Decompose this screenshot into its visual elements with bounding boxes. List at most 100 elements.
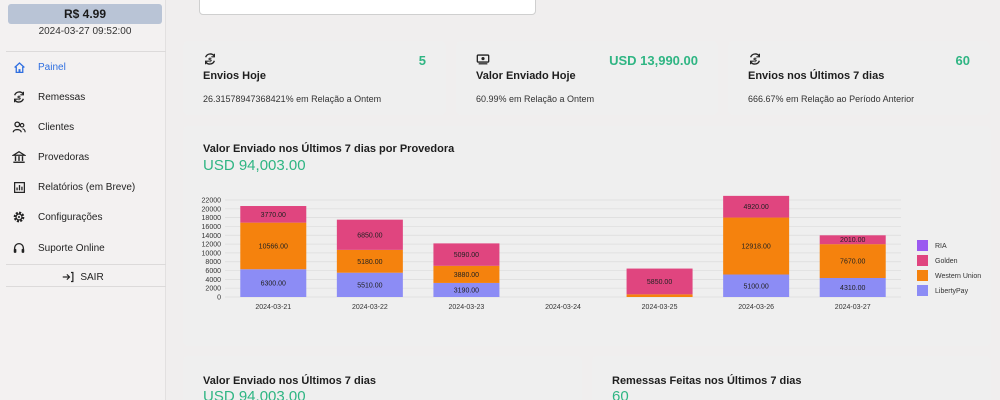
gear-icon <box>11 209 27 225</box>
stat-subtext: 26.31578947368421% em Relação a Ontem <box>203 94 382 104</box>
sidebar-divider <box>6 286 166 287</box>
home-icon <box>11 59 27 75</box>
sidebar-divider <box>6 264 166 265</box>
dollar-exchange-icon: $ <box>748 52 762 66</box>
data-label: 12918.00 <box>742 244 771 251</box>
sidebar-item-painel[interactable]: Painel <box>0 54 166 80</box>
bar-segment <box>336 219 403 250</box>
legend-swatch <box>917 270 928 281</box>
bar-segment <box>723 195 790 218</box>
bar-segment <box>819 277 886 297</box>
y-tick-label: 6000 <box>205 268 221 275</box>
bar-segment <box>336 249 403 273</box>
sidebar-item-relatorios[interactable]: Relatórios (em Breve) <box>0 174 166 200</box>
x-tick-label: 2024-03-22 <box>352 304 388 311</box>
svg-text:$: $ <box>753 57 757 64</box>
data-label: 3190.00 <box>454 287 479 294</box>
rate-timestamp: 2024-03-27 09:52:00 <box>38 26 132 37</box>
sidebar-item-label: Relatórios (em Breve) <box>38 181 136 193</box>
sidebar-item-label: Remessas <box>38 91 86 103</box>
stat-subtext: 666.67% em Relação ao Período Anterior <box>748 94 915 104</box>
y-tick-label: 12000 <box>202 242 222 249</box>
bar-segment <box>819 244 886 278</box>
bottom-card-valor-enviado: Valor Enviado nos Últimos 7 dias USD 94,… <box>183 356 582 400</box>
users-icon <box>11 119 27 135</box>
data-label: 4310.00 <box>840 285 865 292</box>
legend-label: Golden <box>935 258 958 265</box>
legend-label: RIA <box>935 243 947 250</box>
sidebar-item-label: Provedoras <box>38 151 90 163</box>
stat-card-envios-7-dias: $ 60 Envios nos Últimos 7 dias 666.67% e… <box>728 41 990 115</box>
bottom-card-value: 60 <box>612 388 629 400</box>
bar-segment <box>433 265 500 283</box>
logout-label: SAIR <box>80 271 104 283</box>
sidebar-item-suporte[interactable]: Suporte Online <box>0 235 166 261</box>
data-label: 3770.00 <box>261 212 286 219</box>
data-label: 5510.00 <box>357 282 382 289</box>
y-tick-label: 14000 <box>202 233 222 240</box>
data-label: 10566.00 <box>259 243 288 250</box>
stacked-bar-chart: 2200020000180001600014000120001000080006… <box>202 195 981 311</box>
data-label: 3880.00 <box>454 272 479 279</box>
x-tick-label: 2024-03-23 <box>449 304 485 311</box>
top-input-field[interactable] <box>199 0 536 15</box>
stat-value: USD 13,990.00 <box>609 53 698 68</box>
stat-card-envios-hoje: $ 5 Envios Hoje 26.31578947368421% em Re… <box>183 41 446 115</box>
logout-button[interactable]: SAIR <box>0 268 166 286</box>
report-chart-icon <box>11 179 27 195</box>
stat-subtext: 60.99% em Relação a Ontem <box>476 94 595 104</box>
y-tick-label: 4000 <box>205 277 221 284</box>
sidebar-item-label: Configurações <box>38 211 103 223</box>
y-tick-label: 18000 <box>202 215 222 222</box>
logout-icon <box>63 271 74 283</box>
dollar-exchange-icon: $ <box>203 52 217 66</box>
data-label: 5090.00 <box>454 252 479 259</box>
data-label: 2010.00 <box>840 237 865 244</box>
sidebar-item-configuracoes[interactable]: Configurações <box>0 204 166 230</box>
sidebar-item-remessas[interactable]: $ Remessas <box>0 84 166 110</box>
x-tick-label: 2024-03-26 <box>738 304 774 311</box>
data-label: 5850.00 <box>647 279 672 286</box>
sidebar-divider <box>6 51 166 52</box>
bar-segment <box>626 294 693 297</box>
sidebar: R$ 4.99 2024-03-27 09:52:00 Painel $ Rem… <box>0 0 166 400</box>
legend-swatch <box>917 255 928 266</box>
svg-text:$: $ <box>17 95 21 102</box>
bank-icon <box>11 149 27 165</box>
bottom-card-title: Remessas Feitas nos Últimos 7 dias <box>612 375 802 387</box>
bar-segment <box>819 235 886 245</box>
bottom-card-value: USD 94,003.00 <box>203 388 306 400</box>
legend-swatch <box>917 285 928 296</box>
bar-segment <box>336 272 403 297</box>
money-icon <box>476 52 490 66</box>
data-label: 6300.00 <box>261 281 286 288</box>
stat-value: 5 <box>418 53 426 68</box>
sidebar-item-label: Clientes <box>38 121 75 133</box>
legend-label: LibertyPay <box>935 288 969 295</box>
x-tick-label: 2024-03-24 <box>545 304 581 311</box>
stat-title: Valor Enviado Hoje <box>476 70 576 82</box>
sidebar-item-label: Suporte Online <box>38 242 105 254</box>
chart-card-provedoras: 22000 20000 18000 16000 14000 12000 10000 8000 6… <box>183 126 991 346</box>
bar-segment <box>240 222 307 270</box>
bottom-card-title: Valor Enviado nos Últimos 7 dias <box>203 375 376 387</box>
dollar-exchange-icon: $ <box>11 89 27 105</box>
sidebar-item-clientes[interactable]: Clientes <box>0 114 166 140</box>
data-label: 5100.00 <box>743 283 768 290</box>
bottom-card-remessas: Remessas Feitas nos Últimos 7 dias 60 <box>592 356 991 400</box>
legend-swatch <box>917 240 928 251</box>
y-tick-label: 16000 <box>202 224 222 231</box>
sidebar-item-provedoras[interactable]: Provedoras <box>0 144 166 170</box>
x-tick-label: 2024-03-21 <box>255 304 291 311</box>
y-tick-label: 10000 <box>202 250 222 257</box>
bar-segment <box>240 206 307 223</box>
y-tick-label: 0 <box>217 295 221 302</box>
data-label: 4920.00 <box>743 204 768 211</box>
stat-title: Envios Hoje <box>203 70 266 82</box>
data-label: 7670.00 <box>840 259 865 266</box>
x-tick-label: 2024-03-27 <box>835 304 871 311</box>
bar-segment <box>626 268 693 295</box>
stat-title: Envios nos Últimos 7 dias <box>748 70 885 82</box>
headset-icon <box>11 240 27 256</box>
stat-card-valor-enviado-hoje: USD 13,990.00 Valor Enviado Hoje 60.99% … <box>456 41 718 115</box>
